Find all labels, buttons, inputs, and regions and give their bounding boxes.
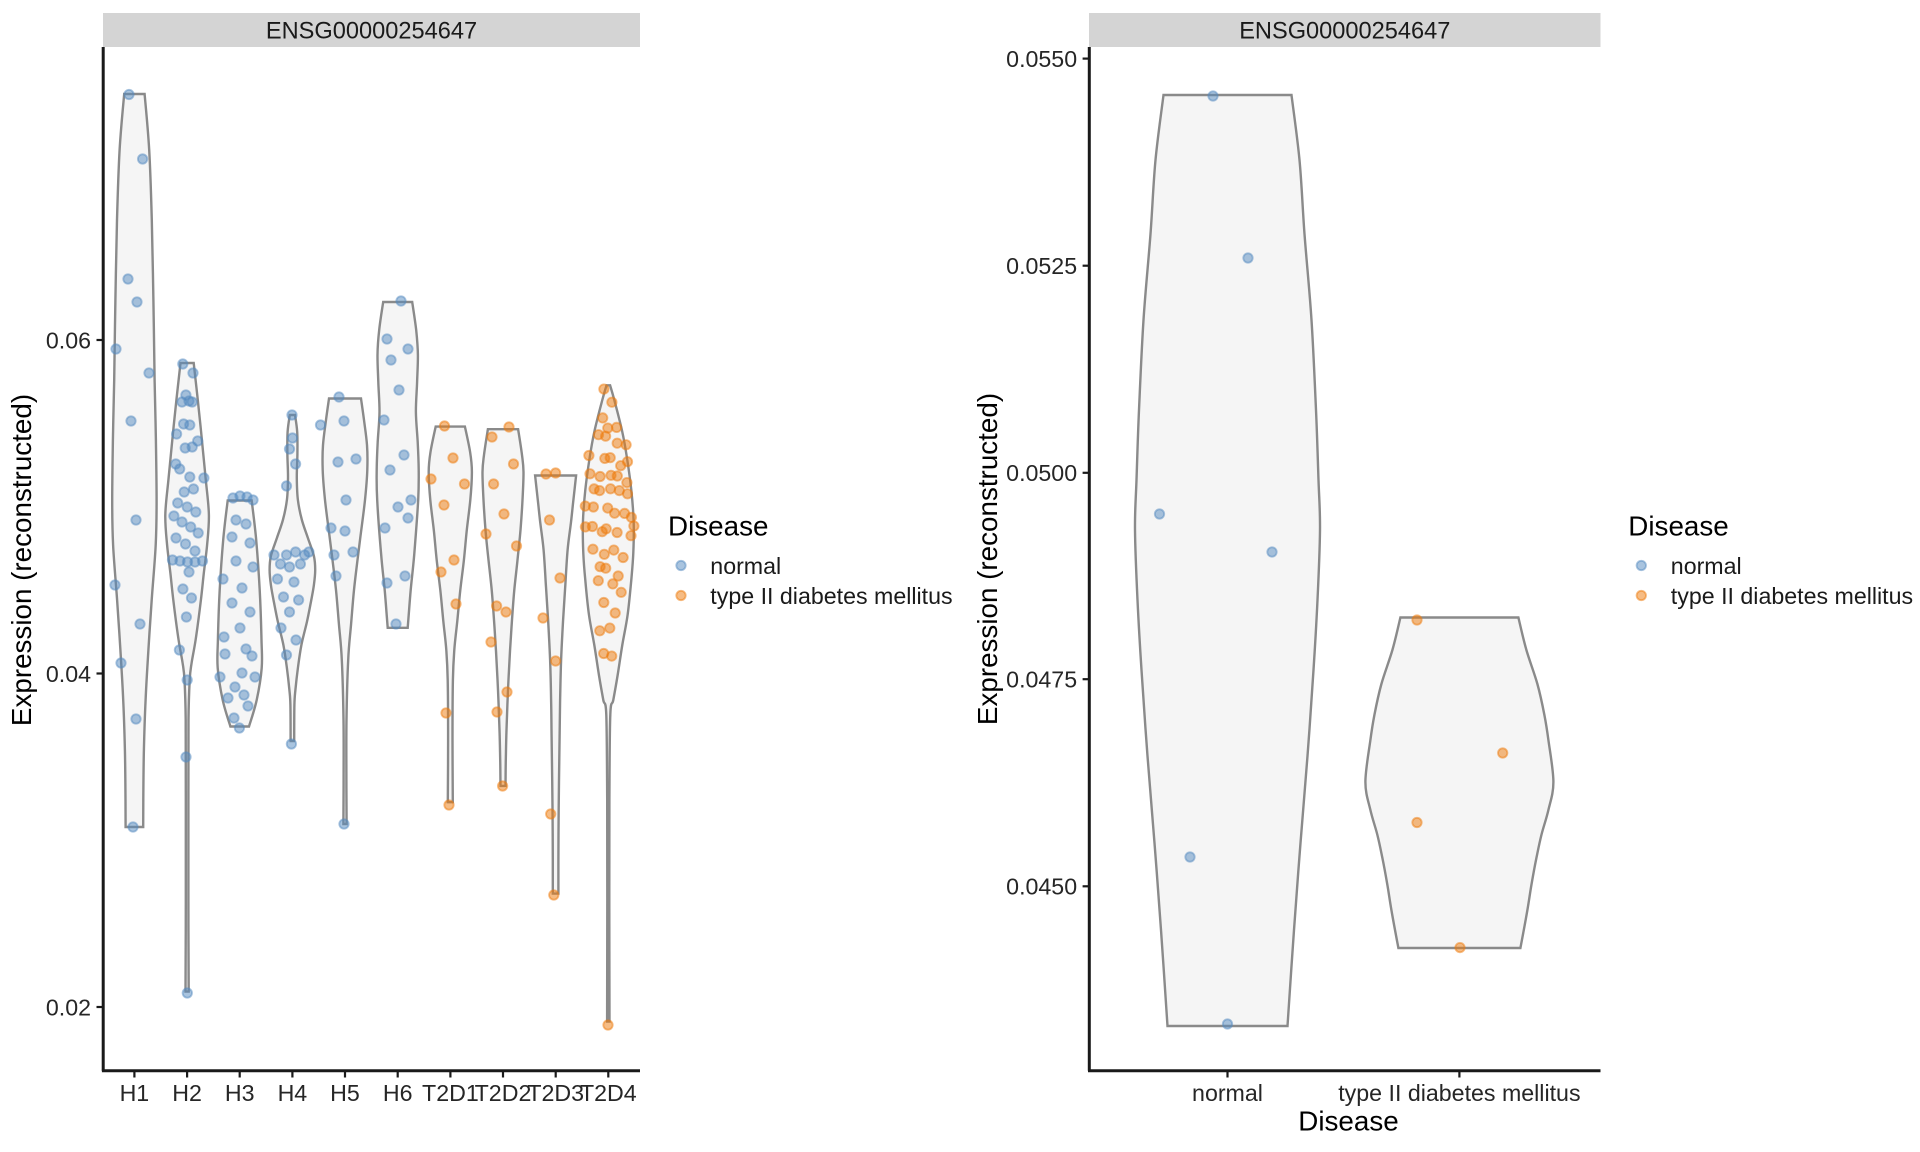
svg-text:normal: normal: [710, 553, 781, 579]
svg-text:ENSG00000254647: ENSG00000254647: [266, 19, 477, 45]
svg-text:Disease: Disease: [668, 511, 768, 542]
svg-text:0.04: 0.04: [46, 661, 91, 687]
svg-text:T2D4: T2D4: [580, 1080, 637, 1106]
svg-text:type II diabetes mellitus: type II diabetes mellitus: [710, 583, 952, 609]
svg-text:0.0450: 0.0450: [1006, 874, 1077, 900]
svg-text:Expression (reconstructed): Expression (reconstructed): [972, 393, 1003, 725]
svg-text:0.02: 0.02: [46, 994, 91, 1020]
svg-text:normal: normal: [1671, 553, 1742, 579]
svg-text:T2D3: T2D3: [527, 1080, 584, 1106]
svg-text:H5: H5: [330, 1080, 360, 1106]
svg-text:H6: H6: [383, 1080, 413, 1106]
svg-text:0.0475: 0.0475: [1006, 667, 1077, 693]
svg-text:type II diabetes mellitus: type II diabetes mellitus: [1671, 583, 1913, 609]
svg-text:Disease: Disease: [1628, 511, 1728, 542]
svg-text:Expression (reconstructed): Expression (reconstructed): [6, 394, 37, 726]
svg-text:H2: H2: [172, 1080, 202, 1106]
svg-text:T2D1: T2D1: [422, 1080, 479, 1106]
svg-text:H3: H3: [225, 1080, 255, 1106]
svg-text:0.0550: 0.0550: [1006, 46, 1077, 72]
svg-text:ENSG00000254647: ENSG00000254647: [1239, 19, 1450, 45]
svg-text:0.0500: 0.0500: [1006, 460, 1077, 486]
svg-text:H1: H1: [120, 1080, 150, 1106]
svg-text:0.06: 0.06: [46, 327, 91, 353]
svg-text:type II diabetes mellitus: type II diabetes mellitus: [1338, 1080, 1580, 1106]
svg-text:Disease: Disease: [1298, 1106, 1398, 1137]
svg-text:normal: normal: [1192, 1080, 1263, 1106]
svg-text:0.0525: 0.0525: [1006, 253, 1077, 279]
svg-text:H4: H4: [278, 1080, 308, 1106]
svg-text:T2D2: T2D2: [475, 1080, 532, 1106]
